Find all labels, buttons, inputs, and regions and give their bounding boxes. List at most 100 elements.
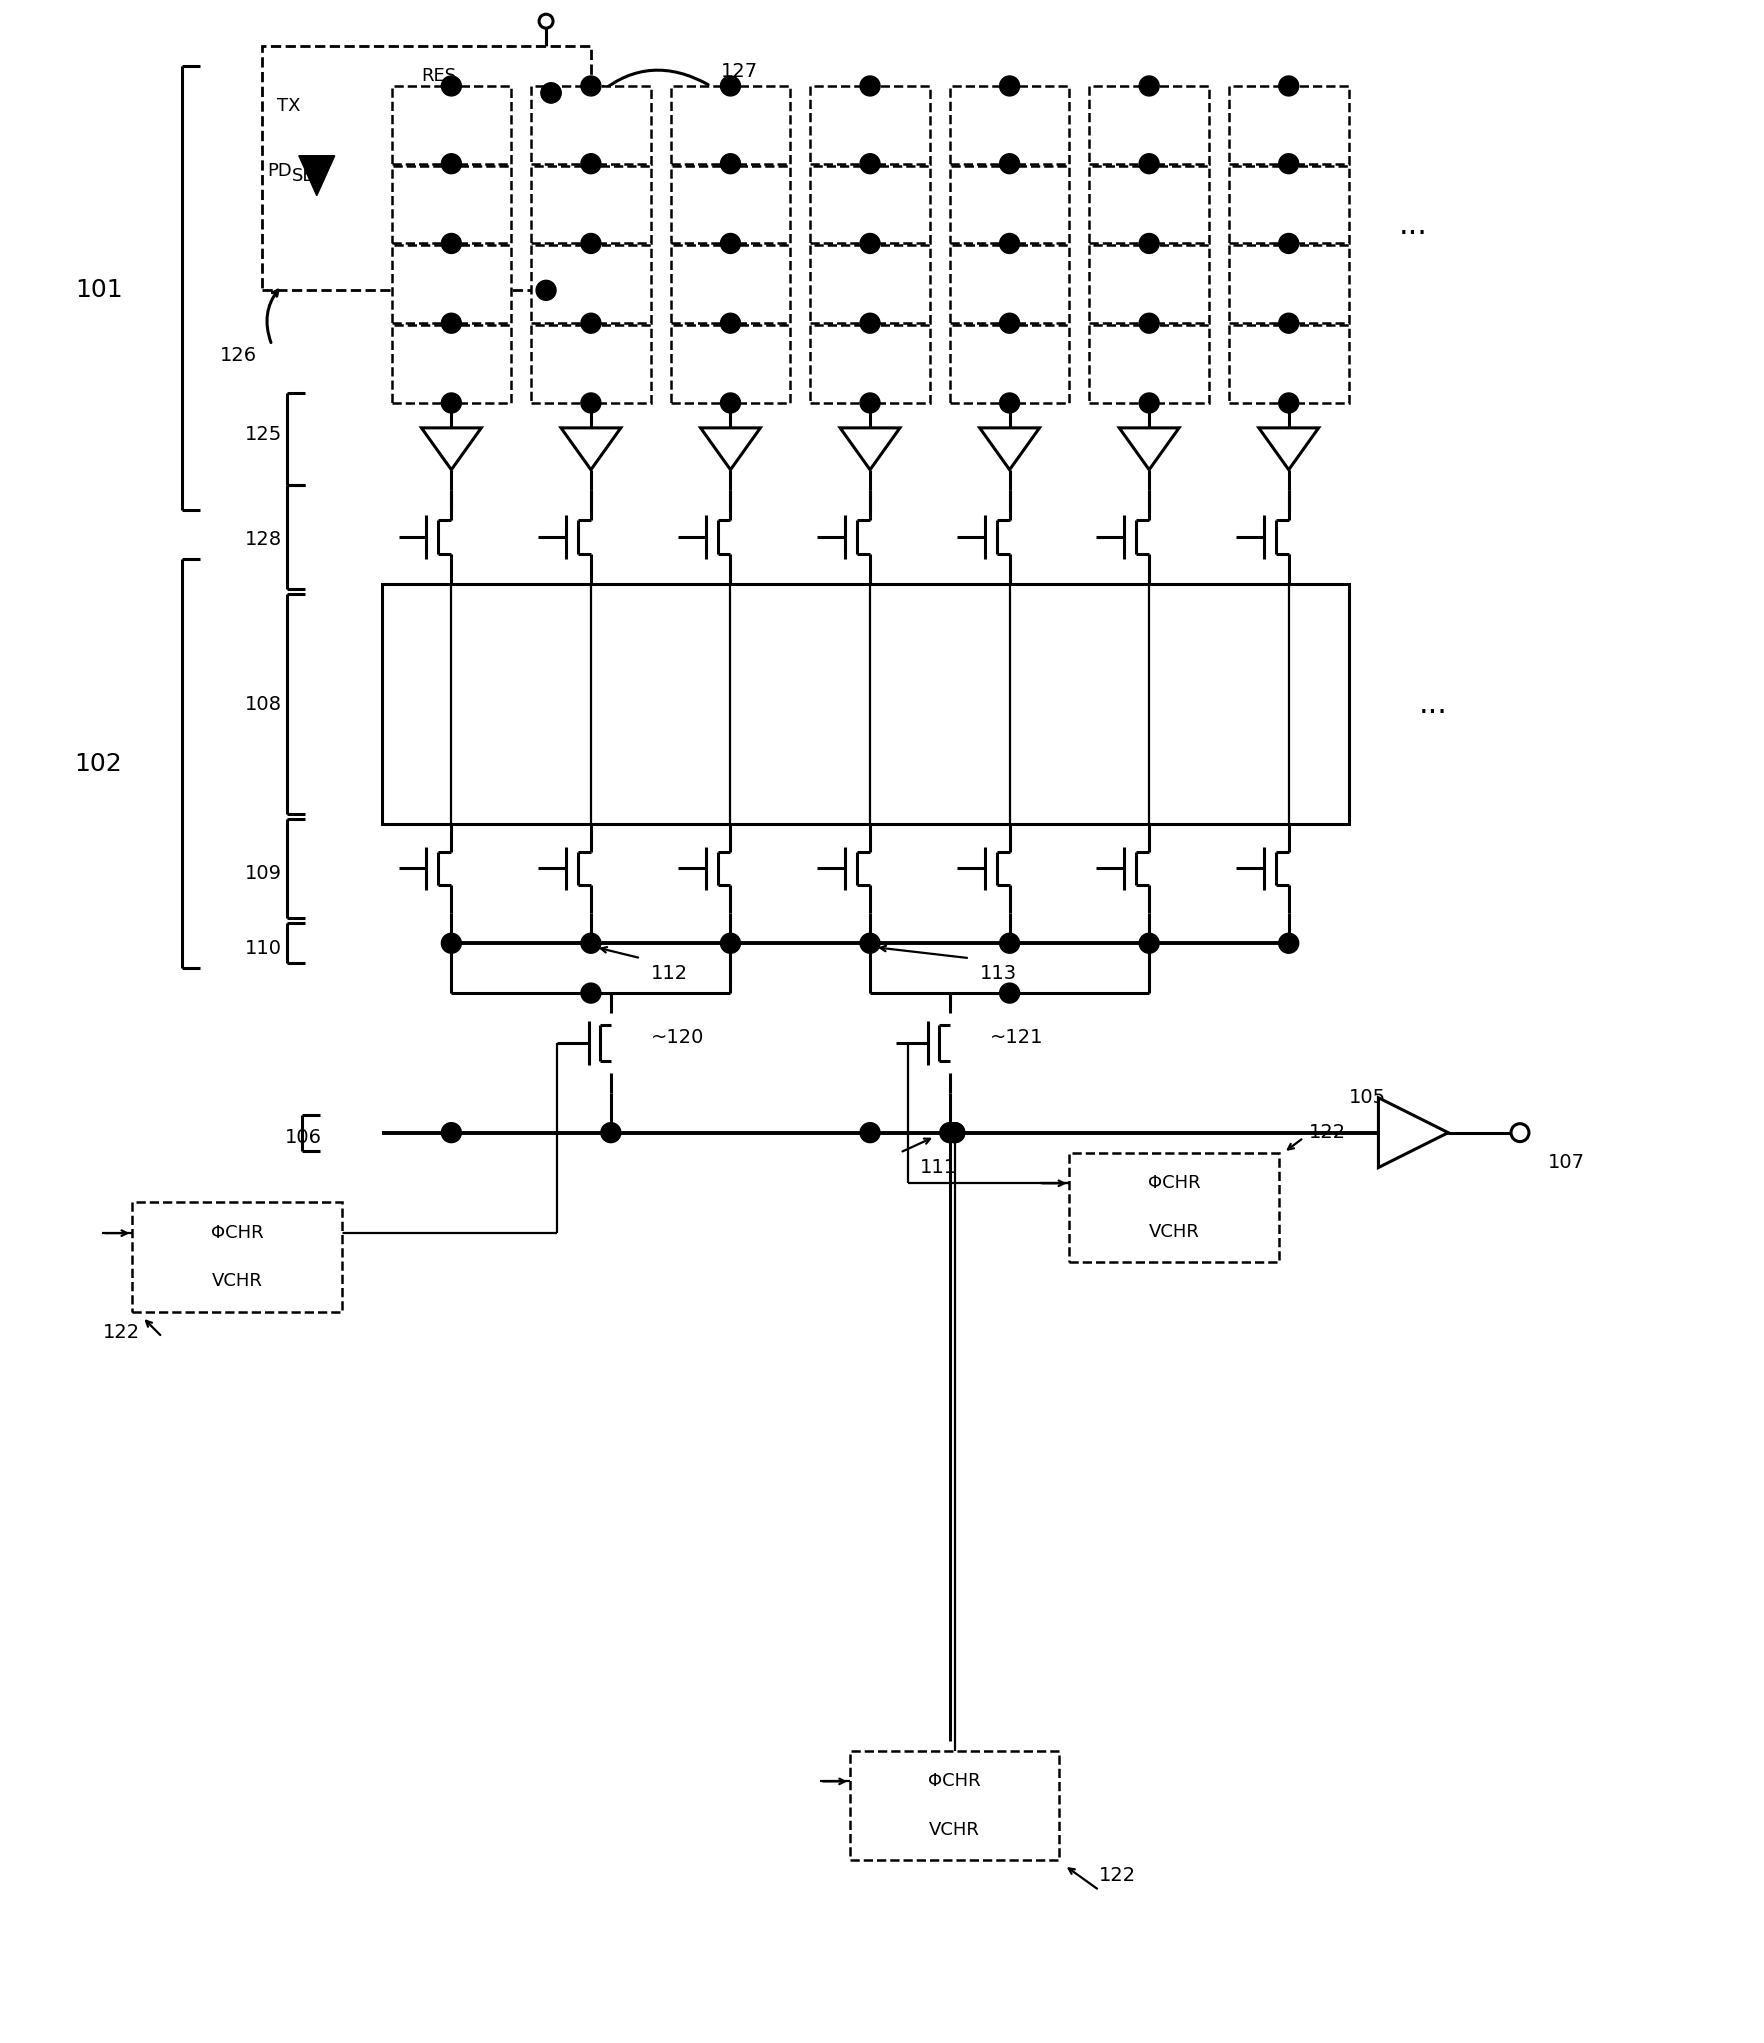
Text: VCHR: VCHR xyxy=(212,1273,263,1291)
Text: 125: 125 xyxy=(245,425,282,443)
Circle shape xyxy=(859,76,880,96)
Bar xyxy=(261,47,591,290)
Bar xyxy=(1228,86,1348,163)
Circle shape xyxy=(441,76,460,96)
Circle shape xyxy=(1279,153,1298,174)
Bar xyxy=(670,325,790,402)
Text: ~120: ~120 xyxy=(651,1028,704,1048)
Text: PD: PD xyxy=(266,161,291,180)
Text: 105: 105 xyxy=(1348,1089,1385,1107)
Text: VCHR: VCHR xyxy=(1148,1222,1200,1240)
Text: 127: 127 xyxy=(720,61,757,80)
Circle shape xyxy=(441,233,460,253)
Polygon shape xyxy=(1258,427,1318,470)
Bar xyxy=(1228,165,1348,243)
Circle shape xyxy=(998,153,1020,174)
Circle shape xyxy=(859,1124,880,1142)
Bar xyxy=(810,245,930,323)
Bar xyxy=(949,86,1069,163)
Bar xyxy=(132,1203,342,1312)
Circle shape xyxy=(441,934,460,954)
Circle shape xyxy=(1138,313,1159,333)
Text: ΦCHR: ΦCHR xyxy=(210,1224,263,1242)
Circle shape xyxy=(1279,76,1298,96)
Text: SF: SF xyxy=(469,125,490,143)
Text: 106: 106 xyxy=(284,1128,321,1146)
Polygon shape xyxy=(422,427,482,470)
Circle shape xyxy=(944,1124,965,1142)
Text: 111: 111 xyxy=(919,1158,956,1177)
Polygon shape xyxy=(700,427,760,470)
Circle shape xyxy=(720,153,741,174)
Circle shape xyxy=(1138,233,1159,253)
Circle shape xyxy=(998,983,1020,1003)
Circle shape xyxy=(1138,934,1159,954)
Circle shape xyxy=(441,1124,460,1142)
Circle shape xyxy=(580,233,600,253)
Bar xyxy=(850,1751,1058,1861)
Bar xyxy=(1088,325,1208,402)
Circle shape xyxy=(859,934,880,954)
Bar xyxy=(531,165,651,243)
Circle shape xyxy=(441,153,460,174)
Text: VCHR: VCHR xyxy=(930,1820,979,1839)
Circle shape xyxy=(441,313,460,333)
Bar xyxy=(392,325,512,402)
Bar xyxy=(1088,245,1208,323)
Circle shape xyxy=(538,14,552,29)
Text: 109: 109 xyxy=(245,864,282,883)
Circle shape xyxy=(580,153,600,174)
Polygon shape xyxy=(1378,1097,1448,1167)
Circle shape xyxy=(1138,76,1159,96)
Circle shape xyxy=(580,76,600,96)
Bar xyxy=(1069,1152,1279,1263)
Circle shape xyxy=(1138,392,1159,413)
Circle shape xyxy=(720,76,741,96)
Polygon shape xyxy=(840,427,900,470)
Text: 113: 113 xyxy=(979,964,1016,983)
Text: ...: ... xyxy=(1418,688,1446,719)
Polygon shape xyxy=(561,427,621,470)
Text: 101: 101 xyxy=(74,278,122,302)
Circle shape xyxy=(998,392,1020,413)
Circle shape xyxy=(1279,313,1298,333)
Bar xyxy=(810,165,930,243)
Circle shape xyxy=(720,392,741,413)
Bar xyxy=(381,584,1348,823)
Bar xyxy=(1228,245,1348,323)
Bar xyxy=(670,245,790,323)
Bar xyxy=(949,325,1069,402)
Bar xyxy=(1088,86,1208,163)
Polygon shape xyxy=(1118,427,1178,470)
Text: ΦCHR: ΦCHR xyxy=(928,1773,981,1790)
Circle shape xyxy=(600,1124,621,1142)
Bar xyxy=(392,245,512,323)
Text: 122: 122 xyxy=(1307,1124,1344,1142)
Bar xyxy=(810,325,930,402)
Circle shape xyxy=(938,1124,960,1142)
Bar xyxy=(670,165,790,243)
Circle shape xyxy=(1138,153,1159,174)
Circle shape xyxy=(542,84,561,102)
Circle shape xyxy=(859,392,880,413)
Bar xyxy=(670,86,790,163)
Polygon shape xyxy=(298,155,335,196)
Circle shape xyxy=(859,313,880,333)
Bar xyxy=(531,325,651,402)
Circle shape xyxy=(998,313,1020,333)
Text: 112: 112 xyxy=(651,964,688,983)
Bar xyxy=(949,165,1069,243)
Text: 122: 122 xyxy=(102,1322,139,1342)
Circle shape xyxy=(859,233,880,253)
Circle shape xyxy=(580,313,600,333)
Bar xyxy=(392,86,512,163)
Circle shape xyxy=(536,280,556,300)
Bar xyxy=(531,245,651,323)
Text: SEL: SEL xyxy=(291,168,325,184)
Bar xyxy=(392,165,512,243)
Circle shape xyxy=(720,233,741,253)
Circle shape xyxy=(580,392,600,413)
Bar xyxy=(1088,165,1208,243)
Text: 108: 108 xyxy=(245,695,282,713)
Text: 122: 122 xyxy=(1099,1865,1136,1886)
